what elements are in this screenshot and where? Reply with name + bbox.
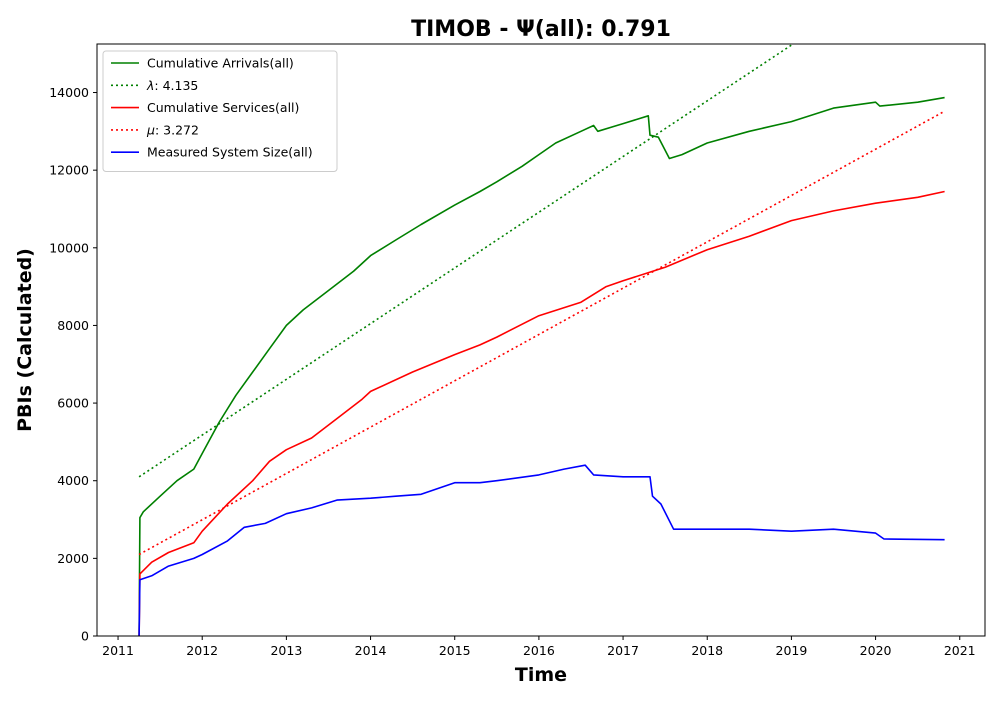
x-tick-label: 2018 bbox=[691, 643, 723, 658]
x-tick-label: 2013 bbox=[270, 643, 302, 658]
ticks-layer: 2011 2012 2013 2014 2015 2016 2017 2018 2019 2020… bbox=[49, 85, 975, 658]
y-axis-label: PBIs (Calculated) bbox=[14, 248, 36, 432]
legend-box bbox=[102, 50, 338, 172]
y-tick-label: 12000 bbox=[49, 163, 89, 178]
y-tick-label: 14000 bbox=[49, 85, 89, 100]
x-tick-label: 2019 bbox=[776, 643, 808, 658]
y-tick-label: 4000 bbox=[57, 473, 89, 488]
x-tick-label: 2021 bbox=[944, 643, 976, 658]
x-tick-label: 2015 bbox=[439, 643, 471, 658]
series-line-1 bbox=[138, 44, 794, 478]
series-line-3 bbox=[138, 110, 945, 556]
x-tick-label: 2016 bbox=[523, 643, 555, 658]
series-line-0 bbox=[138, 96, 945, 636]
plot-frame bbox=[96, 43, 986, 637]
series-line-2 bbox=[138, 190, 945, 636]
x-tick-label: 2017 bbox=[607, 643, 639, 658]
legend-entry: Measured System Size(all) bbox=[147, 145, 313, 160]
y-tick-label: 2000 bbox=[57, 551, 89, 566]
legend-entry: μ: 3.272 bbox=[146, 122, 199, 137]
y-tick-label: 10000 bbox=[49, 240, 89, 255]
legend-entry: λ: 4.135 bbox=[146, 78, 198, 93]
x-tick-label: 2011 bbox=[102, 643, 134, 658]
y-tick-label: 6000 bbox=[57, 396, 89, 411]
x-tick-label: 2014 bbox=[355, 643, 387, 658]
y-tick-label: 0 bbox=[81, 629, 89, 644]
series-line-4 bbox=[138, 464, 945, 636]
chart-title: TIMOB - Ψ(all): 0.791 bbox=[411, 17, 671, 42]
x-tick-label: 2020 bbox=[860, 643, 892, 658]
legend: Cumulative Arrivals(all) λ: 4.135 Cumulati… bbox=[102, 50, 338, 172]
y-tick-label: 8000 bbox=[57, 318, 89, 333]
x-axis-label: Time bbox=[515, 664, 567, 686]
legend-entry: Cumulative Services(all) bbox=[147, 100, 299, 115]
legend-entry: Cumulative Arrivals(all) bbox=[147, 56, 294, 71]
x-tick-label: 2012 bbox=[186, 643, 218, 658]
series-layer bbox=[138, 44, 945, 636]
